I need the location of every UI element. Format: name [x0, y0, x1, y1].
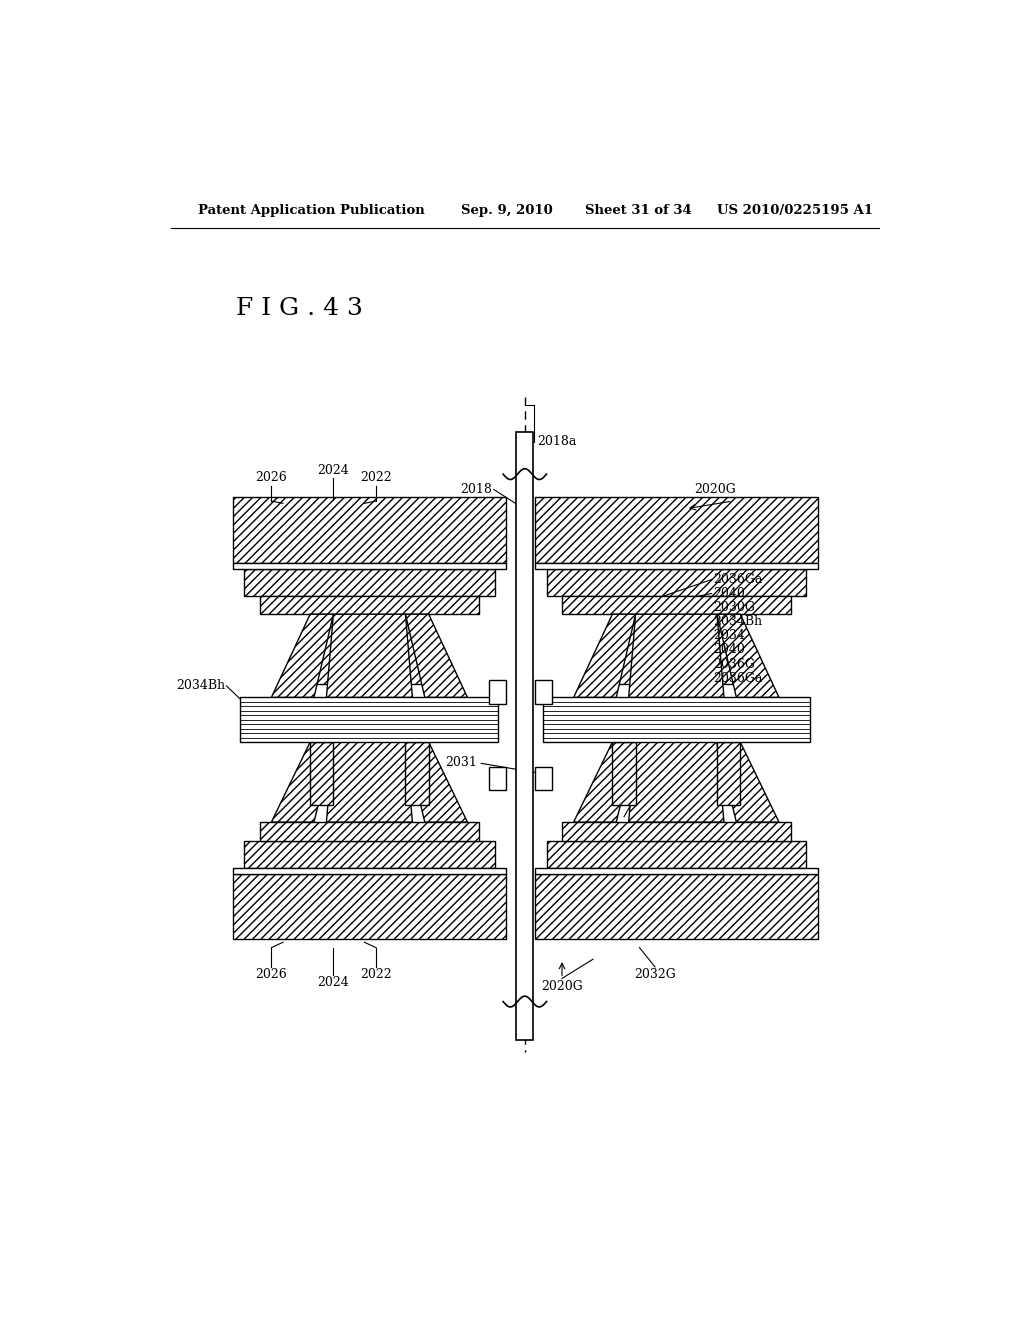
- Bar: [489, 767, 506, 789]
- Bar: [612, 614, 636, 684]
- Text: 2032G: 2032G: [634, 968, 676, 981]
- Bar: [547, 841, 806, 867]
- Bar: [489, 681, 506, 704]
- Text: 2034: 2034: [713, 630, 745, 643]
- Text: 2024: 2024: [317, 975, 349, 989]
- Text: 2036Ga: 2036Ga: [713, 573, 763, 586]
- Text: 2034Bh: 2034Bh: [713, 615, 762, 628]
- Text: US 2010/0225195 A1: US 2010/0225195 A1: [717, 205, 873, 218]
- Text: Sep. 9, 2010: Sep. 9, 2010: [461, 205, 553, 218]
- Text: 2020G: 2020G: [541, 979, 583, 993]
- Bar: [260, 822, 479, 841]
- Bar: [543, 697, 810, 742]
- Text: 2040: 2040: [713, 643, 745, 656]
- Polygon shape: [327, 742, 413, 822]
- Bar: [562, 822, 791, 841]
- Bar: [241, 697, 499, 742]
- Polygon shape: [717, 742, 779, 822]
- Text: 2020G: 2020G: [693, 483, 735, 496]
- Text: 2022: 2022: [360, 968, 392, 981]
- Bar: [717, 742, 740, 805]
- Bar: [310, 614, 334, 684]
- Bar: [310, 742, 334, 805]
- Bar: [612, 742, 636, 805]
- Text: 2018: 2018: [461, 483, 493, 496]
- Bar: [260, 595, 479, 614]
- Polygon shape: [327, 614, 413, 697]
- Bar: [535, 867, 818, 874]
- Bar: [245, 569, 495, 595]
- Bar: [406, 614, 429, 684]
- Polygon shape: [406, 614, 467, 697]
- Polygon shape: [573, 614, 636, 697]
- Polygon shape: [629, 614, 724, 697]
- Bar: [406, 742, 429, 805]
- Text: 2040: 2040: [713, 587, 745, 601]
- Text: 2022: 2022: [360, 471, 392, 484]
- Bar: [562, 595, 791, 614]
- Bar: [535, 767, 552, 789]
- Bar: [232, 874, 506, 940]
- Text: 2036G: 2036G: [713, 657, 755, 671]
- Bar: [535, 498, 818, 562]
- Bar: [535, 874, 818, 940]
- Polygon shape: [271, 614, 334, 697]
- Text: 2024: 2024: [317, 463, 349, 477]
- Text: 2018a: 2018a: [538, 436, 577, 449]
- Text: 2026: 2026: [256, 471, 288, 484]
- Polygon shape: [406, 742, 467, 822]
- Bar: [535, 681, 552, 704]
- Text: 2030G: 2030G: [713, 601, 755, 614]
- Polygon shape: [573, 742, 636, 822]
- Polygon shape: [629, 742, 724, 822]
- Bar: [232, 867, 506, 874]
- Text: 2031: 2031: [444, 756, 477, 770]
- Bar: [547, 569, 806, 595]
- Bar: [535, 562, 818, 569]
- Text: 2036Ga: 2036Ga: [713, 672, 763, 685]
- Text: 2026: 2026: [256, 968, 288, 981]
- Bar: [232, 562, 506, 569]
- Bar: [245, 841, 495, 867]
- Text: F I G . 4 3: F I G . 4 3: [237, 297, 364, 319]
- Text: Sheet 31 of 34: Sheet 31 of 34: [586, 205, 692, 218]
- Text: 2034Bh: 2034Bh: [176, 680, 225, 693]
- Bar: [516, 432, 534, 1040]
- Polygon shape: [717, 614, 779, 697]
- Bar: [717, 614, 740, 684]
- Polygon shape: [271, 742, 334, 822]
- Text: Patent Application Publication: Patent Application Publication: [198, 205, 425, 218]
- Bar: [232, 498, 506, 562]
